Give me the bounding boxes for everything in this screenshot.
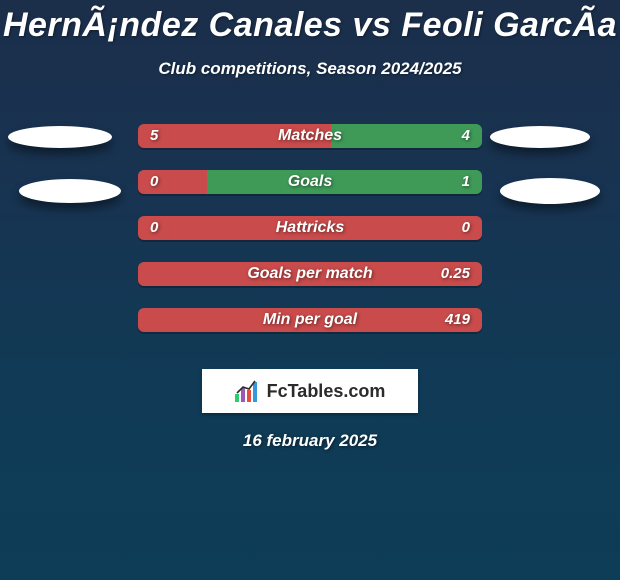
right-value: 419: [445, 308, 470, 332]
right-segment: [207, 170, 482, 194]
right-segment: [331, 124, 482, 148]
right-value: 1: [462, 170, 470, 194]
report-date: 16 february 2025: [0, 431, 620, 451]
left-player-marker: [8, 126, 112, 148]
comparison-bar: 0 1 Goals: [138, 170, 482, 194]
right-value: 4: [462, 124, 470, 148]
left-value: 5: [150, 124, 158, 148]
left-player-marker: [19, 179, 121, 203]
right-player-marker: [500, 178, 600, 204]
right-player-marker: [490, 126, 590, 148]
left-segment: [138, 308, 482, 332]
comparison-row: 0.25 Goals per match: [0, 251, 620, 297]
brand-logo: FcTables.com: [202, 369, 418, 413]
comparison-bar: 0.25 Goals per match: [138, 262, 482, 286]
comparison-bar: 419 Min per goal: [138, 308, 482, 332]
brand-text: FcTables.com: [267, 381, 386, 402]
comparison-bar: 0 0 Hattricks: [138, 216, 482, 240]
comparison-row: 0 0 Hattricks: [0, 205, 620, 251]
left-segment: [138, 262, 482, 286]
right-value: 0: [462, 216, 470, 240]
bars-icon: [235, 380, 261, 402]
page-subtitle: Club competitions, Season 2024/2025: [0, 59, 620, 79]
left-value: 0: [150, 216, 158, 240]
left-segment: [138, 216, 482, 240]
comparison-bar: 5 4 Matches: [138, 124, 482, 148]
left-segment: [138, 170, 207, 194]
right-value: 0.25: [441, 262, 470, 286]
left-value: 0: [150, 170, 158, 194]
page-title: HernÃ¡ndez Canales vs Feoli GarcÃ­a: [0, 0, 620, 45]
left-segment: [138, 124, 331, 148]
comparison-row: 419 Min per goal: [0, 297, 620, 343]
